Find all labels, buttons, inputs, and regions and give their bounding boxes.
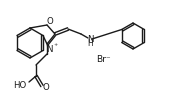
Text: HO: HO <box>13 80 27 89</box>
Text: O: O <box>47 17 53 26</box>
Text: H: H <box>87 40 93 49</box>
Text: N: N <box>46 45 52 54</box>
Text: N: N <box>87 35 93 44</box>
Text: ⁺: ⁺ <box>53 42 57 51</box>
Text: Br⁻: Br⁻ <box>96 55 110 63</box>
Text: O: O <box>43 82 49 91</box>
